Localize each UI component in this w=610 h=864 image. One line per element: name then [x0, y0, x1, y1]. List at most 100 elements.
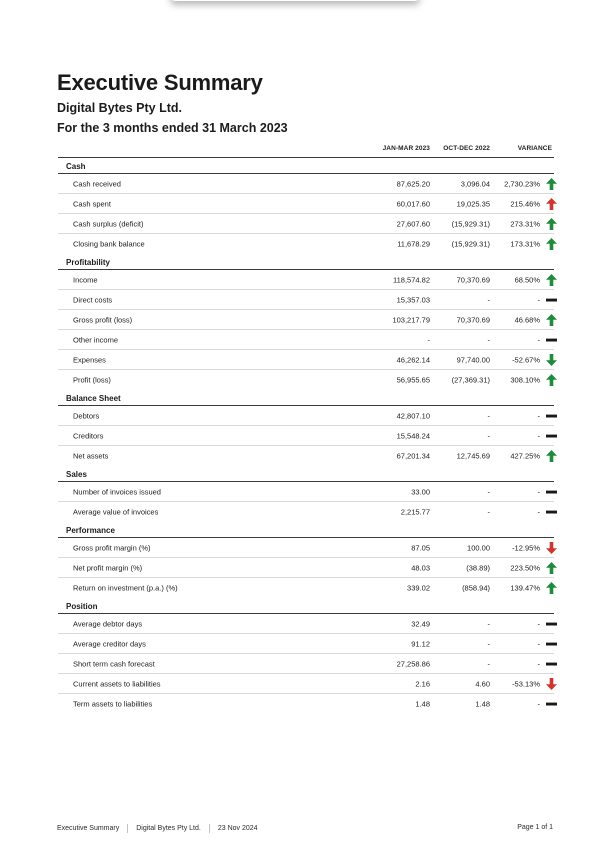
value-current: 87.05	[411, 543, 430, 553]
table-row: Average debtor days 32.49 - -	[58, 614, 563, 634]
value-previous: -	[487, 295, 491, 305]
dash-icon	[546, 410, 557, 422]
page-title: Executive Summary	[57, 70, 263, 95]
value-variance: -	[537, 619, 541, 629]
section-position: Position Average debtor days 32.49- - Averag…	[58, 598, 563, 714]
value-variance: 46.68%	[514, 315, 540, 325]
value-previous: 97,740.00	[456, 355, 490, 365]
value-current: 27,607.60	[396, 219, 430, 229]
value-variance: 427.25%	[510, 451, 540, 461]
value-previous: 70,370.69	[456, 275, 490, 285]
value-variance: 215.46%	[510, 199, 540, 209]
footer-item: 23 Nov 2024	[217, 825, 258, 832]
row-label: Debtors	[73, 411, 100, 421]
table-row: Gross profit (loss) 103,217.79 70,370.69 46…	[58, 310, 563, 330]
value-current: 2,215.77	[400, 507, 430, 517]
value-previous: 4.60	[475, 679, 490, 689]
arrow-down-icon	[546, 354, 557, 366]
section-title: Sales	[58, 466, 554, 482]
footer-item: Digital Bytes Pty Ltd.	[136, 825, 201, 832]
value-previous: 3,096.04	[460, 179, 490, 189]
dash-icon	[546, 658, 557, 670]
row-label: Cash spent	[73, 199, 111, 209]
table-row: Current assets to liabilities 2.16 4.60 -53…	[58, 674, 563, 694]
column-header-variance: VARIANCE	[517, 145, 552, 152]
arrow-up-icon	[546, 314, 557, 326]
value-previous: 1.48	[475, 699, 490, 709]
value-variance: 68.50%	[514, 275, 540, 285]
table-row: Debtors 42,807.10 - -	[58, 406, 563, 426]
row-label: Net assets	[73, 451, 109, 461]
table-row: Cash surplus (deficit) 27,607.60 (15,929.3…	[58, 214, 563, 234]
value-variance: 308.10%	[510, 375, 540, 385]
value-previous: -	[487, 659, 491, 669]
value-previous: -	[487, 487, 491, 497]
table-row: Net assets 67,201.34 12,745.69 427.25%	[58, 446, 563, 466]
footer-separator	[208, 824, 210, 833]
value-previous: 12,745.69	[456, 451, 490, 461]
table-row: Gross profit margin (%) 87.05 100.00 -12.95…	[58, 538, 563, 558]
row-label: Creditors	[73, 431, 104, 441]
section-title: Position	[58, 598, 554, 614]
section-title: Performance	[58, 522, 554, 538]
table-row: Number of invoices issued 33.00 - -	[58, 482, 563, 502]
value-previous: -	[487, 411, 491, 421]
row-label: Expenses	[73, 355, 106, 365]
value-current: 32.49	[411, 619, 430, 629]
value-current: 2.16	[415, 679, 430, 689]
value-previous: -	[487, 335, 491, 345]
row-label: Closing bank balance	[73, 239, 145, 249]
dash-icon	[546, 638, 557, 650]
value-current: 60,017.60	[396, 199, 430, 209]
value-current: 91.12	[411, 639, 430, 649]
value-current: 42,807.10	[396, 411, 430, 421]
value-variance: -	[537, 659, 541, 669]
table-row: Average creditor days 91.12 - -	[58, 634, 563, 654]
dash-icon	[546, 334, 557, 346]
top-toolbar-shadow	[170, 0, 420, 1]
value-current: 87,625.20	[396, 179, 430, 189]
footer-breadcrumb: Executive Summary Digital Bytes Pty Ltd. 2…	[57, 824, 258, 833]
value-current: 67,201.34	[396, 451, 430, 461]
dash-icon	[546, 698, 557, 710]
value-variance: -	[537, 295, 541, 305]
table-row: Return on investment (p.a.) (%) 339.02 (85…	[58, 578, 563, 598]
table-header-rule	[58, 157, 554, 158]
value-current: 33.00	[411, 487, 430, 497]
row-label: Average value of invoices	[73, 507, 159, 517]
value-previous: (15,929.31)	[451, 219, 490, 229]
section-sales: Sales Number of invoices issued 33.00- - Ave…	[58, 466, 563, 522]
value-current: 11,678.29	[397, 239, 430, 249]
section-title: Cash	[58, 158, 554, 174]
section-title: Balance Sheet	[58, 390, 554, 406]
table-row: Closing bank balance 11,678.29 (15,929.31)…	[58, 234, 563, 254]
arrow-up-icon	[546, 450, 557, 462]
section-balance-sheet: Balance Sheet Debtors 42,807.10- - Creditors…	[58, 390, 563, 466]
value-previous: -	[487, 619, 491, 629]
value-current: 118,574.82	[393, 275, 430, 285]
row-label: Other income	[73, 335, 119, 345]
value-variance: -	[537, 431, 541, 441]
row-label: Term assets to liabilities	[73, 699, 153, 709]
arrow-down-icon	[546, 542, 557, 554]
row-label: Gross profit margin (%)	[73, 543, 151, 553]
table-row: Other income - - -	[58, 330, 563, 350]
value-previous: (858.94)	[462, 583, 490, 593]
value-variance: -	[537, 487, 541, 497]
value-previous: (15,929.31)	[451, 239, 490, 249]
dash-icon	[546, 506, 557, 518]
table-row: Direct costs 15,357.03 - -	[58, 290, 563, 310]
value-previous: 100.00	[467, 543, 490, 553]
arrow-up-icon	[546, 238, 557, 250]
row-label: Current assets to liabilities	[73, 679, 161, 689]
value-variance: -52.67%	[512, 355, 540, 365]
row-label: Return on investment (p.a.) (%)	[73, 583, 178, 593]
value-variance: 273.31%	[510, 219, 540, 229]
table-row: Creditors 15,548.24 - -	[58, 426, 563, 446]
table-row: Term assets to liabilities 1.48 1.48 -	[58, 694, 563, 714]
arrow-up-icon	[546, 198, 557, 210]
value-variance: -	[537, 507, 541, 517]
row-label: Net profit margin (%)	[73, 563, 143, 573]
value-variance: -	[537, 699, 541, 709]
table-row: Short term cash forecast 27,258.86 - -	[58, 654, 563, 674]
